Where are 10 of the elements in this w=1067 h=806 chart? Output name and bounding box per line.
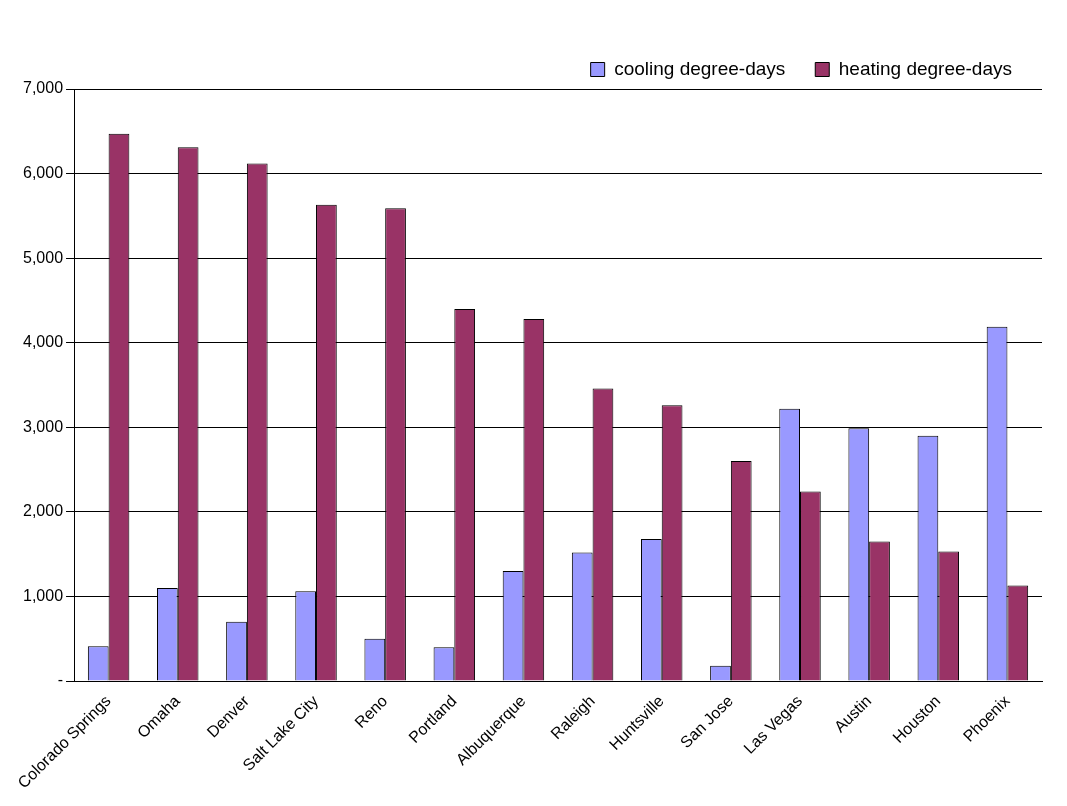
legend-label: cooling degree-days <box>614 57 786 79</box>
y-tick-label: 2,000 <box>22 502 64 520</box>
y-tick-label: - <box>57 671 64 689</box>
y-tick-label: 5,000 <box>22 248 64 266</box>
y-tick-label: 7,000 <box>22 79 64 97</box>
y-tick-label: 1,000 <box>22 586 64 604</box>
y-tick-label: 3,000 <box>22 417 64 435</box>
y-tick-label: 4,000 <box>22 333 64 351</box>
legend-label: heating degree-days <box>838 57 1013 79</box>
y-tick-label: 6,000 <box>22 163 64 181</box>
